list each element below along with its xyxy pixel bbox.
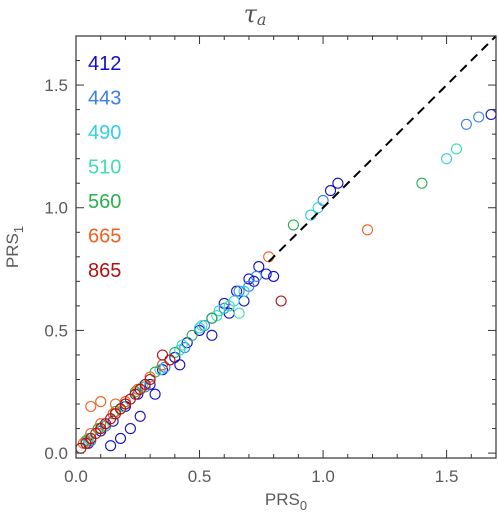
legend-label-443: 443 [88, 88, 121, 110]
reference-line [268, 35, 497, 263]
x-tick-label: 0.0 [64, 467, 88, 486]
point-412-26 [206, 329, 218, 341]
point-865-14 [144, 373, 156, 386]
point-560-9 [416, 177, 428, 189]
point-665-2 [95, 418, 107, 430]
x-tick-label: 0.5 [188, 467, 212, 486]
point-510-10 [450, 143, 463, 155]
point-510-6 [196, 319, 208, 332]
y-tick-label: 1.5 [44, 76, 68, 95]
point-510-9 [233, 307, 245, 319]
point-490-6 [193, 322, 206, 334]
legend-label-412: 412 [88, 53, 121, 75]
y-axis-title: PRS1 [3, 226, 26, 268]
point-490-12 [441, 153, 453, 165]
y-axis-title-text: PRS [3, 233, 22, 268]
point-510-1 [97, 420, 109, 432]
y-axis-title-subscript: 1 [11, 226, 26, 233]
y-tick-label: 0.5 [44, 321, 68, 340]
legend-label-560: 560 [88, 191, 121, 213]
point-412-25 [174, 359, 186, 371]
point-412-24 [149, 388, 161, 400]
point-412-19 [485, 108, 497, 121]
legend-label-490: 490 [88, 122, 121, 144]
y-axis: 0.0 0.5 1.0 1.5 [44, 60, 496, 463]
legend: 412 443 490 510 560 665 865 [88, 53, 121, 282]
point-560-7 [206, 312, 218, 324]
point-443-10 [250, 270, 262, 282]
point-443-6 [198, 319, 211, 332]
point-412-23 [105, 440, 117, 452]
chart-title-subscript: a [257, 10, 267, 29]
point-665-9 [95, 396, 107, 408]
y-axis-title-group: PRS1 [3, 226, 26, 268]
x-axis-title-text: PRS [265, 490, 300, 509]
point-412-16 [268, 270, 280, 282]
point-560-8 [287, 219, 299, 231]
point-412-20 [114, 432, 127, 444]
point-412-22 [134, 410, 146, 422]
legend-label-510: 510 [88, 157, 121, 179]
point-412-21 [124, 423, 136, 435]
point-412-18 [332, 177, 344, 189]
x-tick-label: 1.0 [311, 467, 335, 486]
point-443-8 [233, 285, 245, 297]
plot-frame [75, 35, 497, 459]
point-490-11 [312, 202, 324, 214]
legend-label-865: 865 [88, 260, 121, 282]
point-490-9 [238, 285, 250, 297]
y-tick-label: 1.0 [44, 199, 68, 218]
point-560-6 [186, 329, 198, 341]
data-points [75, 108, 497, 454]
point-443-13 [473, 111, 485, 123]
chart-title-symbol: τ [244, 0, 258, 28]
point-412-28 [238, 295, 250, 307]
point-665-1 [85, 427, 97, 440]
point-443-12 [460, 118, 472, 130]
legend-label-665: 665 [88, 226, 121, 248]
x-axis-title: PRS0 [265, 490, 307, 513]
point-510-8 [223, 300, 235, 312]
point-665-8 [85, 400, 97, 413]
point-412-17 [324, 185, 337, 197]
point-865-16 [164, 354, 176, 366]
point-412-13 [243, 273, 255, 285]
point-412-6 [156, 364, 169, 376]
point-865-17 [275, 295, 287, 307]
x-tick-label: 1.5 [435, 467, 459, 486]
point-865-15 [156, 349, 169, 361]
point-665-11 [263, 251, 275, 263]
x-axis-title-subscript: 0 [300, 498, 307, 513]
x-axis: 0.0 0.5 1.0 1.5 [64, 36, 472, 486]
y-tick-label: 0.0 [44, 444, 68, 463]
point-510-5 [176, 339, 188, 351]
point-665-12 [361, 224, 374, 236]
chart-title: τa [244, 0, 267, 29]
